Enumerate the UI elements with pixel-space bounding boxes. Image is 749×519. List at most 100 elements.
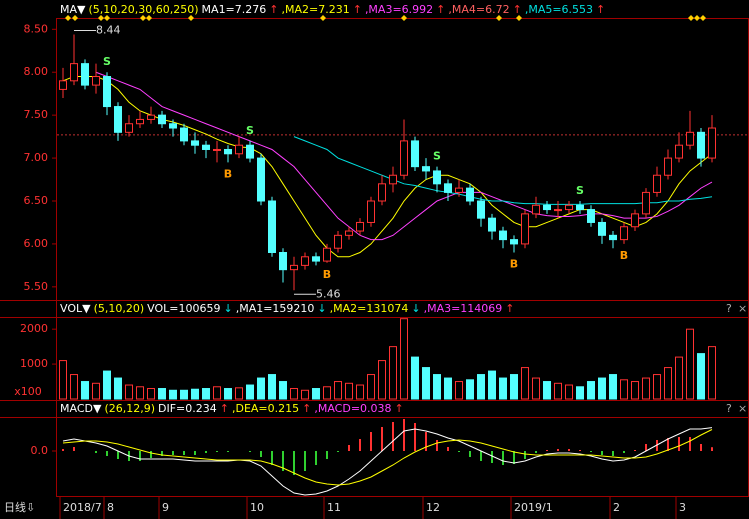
volume-bar bbox=[543, 381, 551, 400]
header-item: ,MA2=131074 bbox=[330, 302, 409, 315]
volume-bar bbox=[279, 381, 287, 400]
volume-bar bbox=[246, 384, 254, 400]
panel-icons: ? × ? × bbox=[726, 302, 747, 415]
header-item: ↓ bbox=[223, 302, 232, 315]
candle-body bbox=[686, 131, 694, 146]
help-icon[interactable]: ? bbox=[726, 402, 732, 415]
candle-body bbox=[499, 230, 507, 241]
event-marker bbox=[104, 15, 110, 21]
header-item: ↑ bbox=[513, 3, 522, 16]
volume-bar bbox=[620, 379, 628, 400]
candle-body bbox=[356, 221, 364, 232]
candle-body bbox=[444, 183, 452, 193]
volume-bar bbox=[422, 367, 430, 400]
candle-body bbox=[213, 148, 221, 151]
candle-body bbox=[81, 63, 89, 86]
volume-bar bbox=[92, 382, 100, 400]
candle-body bbox=[565, 204, 573, 211]
x-tick-label: 2019/1 bbox=[514, 501, 553, 514]
candle-body bbox=[367, 200, 375, 223]
header-item: ,MA1=159210 bbox=[236, 302, 315, 315]
event-marker bbox=[140, 15, 146, 21]
x-tick-label: 11 bbox=[327, 501, 341, 514]
header-item: ,MACD=0.038 bbox=[314, 402, 391, 415]
candle-body bbox=[345, 230, 353, 236]
candle-body bbox=[114, 106, 122, 133]
event-marker bbox=[694, 15, 700, 21]
help-icon[interactable]: ? bbox=[726, 302, 732, 315]
volume-bar bbox=[708, 346, 716, 400]
y-tick-label: 0.0 bbox=[31, 444, 49, 457]
candle-body bbox=[609, 234, 617, 241]
candle-body bbox=[532, 204, 540, 215]
candle-body bbox=[378, 183, 386, 202]
close-icon[interactable]: × bbox=[738, 302, 747, 315]
close-icon[interactable]: × bbox=[738, 402, 747, 415]
header-item[interactable]: MA▼ bbox=[60, 3, 86, 16]
extreme-label: 8.44 bbox=[96, 23, 121, 36]
y-tick-label: 1000 bbox=[20, 357, 48, 370]
volume-bar bbox=[114, 377, 122, 400]
event-marker bbox=[401, 15, 407, 21]
header-item: ,MA3=6.992 bbox=[365, 3, 433, 16]
period-label[interactable]: 日线⇩ bbox=[4, 500, 35, 514]
y-tick-label: 6.00 bbox=[24, 237, 49, 250]
header-item: ↑ bbox=[353, 3, 362, 16]
volume-bar bbox=[378, 360, 386, 400]
header-item: ↑ bbox=[395, 402, 404, 415]
volume-bar bbox=[323, 386, 331, 400]
volume-bar bbox=[576, 386, 584, 400]
trade-signal: B bbox=[323, 268, 331, 281]
candle-body bbox=[521, 213, 529, 245]
dea-line bbox=[62, 429, 713, 486]
header-item[interactable]: VOL▼ bbox=[60, 302, 91, 315]
candle-body bbox=[180, 127, 188, 142]
trade-signal: S bbox=[576, 184, 584, 197]
volume-bar bbox=[664, 367, 672, 400]
event-marker bbox=[72, 15, 78, 21]
candle-body bbox=[620, 226, 628, 241]
header-item[interactable]: MACD▼ bbox=[60, 402, 102, 415]
candle-body bbox=[92, 76, 100, 86]
candle-body bbox=[279, 252, 287, 271]
extreme-label: 5.46 bbox=[316, 287, 341, 300]
event-marker bbox=[700, 15, 706, 21]
panel-header: MACD▼ (26,12,9) DIF=0.234 ↑ ,DEA=0.215 ↑ ,MACD… bbox=[60, 402, 404, 415]
event-marker bbox=[688, 15, 694, 21]
candle-body bbox=[422, 166, 430, 172]
header-item: ↑ bbox=[302, 402, 311, 415]
volume-bar bbox=[59, 360, 67, 400]
trade-signal: B bbox=[510, 258, 518, 271]
header-item: DIF=0.234 bbox=[158, 402, 217, 415]
volume-bar bbox=[565, 384, 573, 400]
volume-bar bbox=[598, 377, 606, 400]
event-marker bbox=[65, 15, 71, 21]
volume-bar bbox=[235, 387, 243, 400]
header-item: ↑ bbox=[220, 402, 229, 415]
trade-signal: B bbox=[620, 249, 628, 262]
volume-bar bbox=[202, 388, 210, 400]
candle-body bbox=[257, 157, 265, 202]
volume-bar bbox=[125, 384, 133, 400]
trade-signal: S bbox=[103, 55, 111, 68]
header-item: ↑ bbox=[436, 3, 445, 16]
header-item: (5,10,20) bbox=[94, 302, 145, 315]
volume-bar bbox=[301, 389, 309, 400]
y-tick-label: 8.50 bbox=[24, 22, 49, 35]
event-marker bbox=[516, 15, 522, 21]
candle-body bbox=[477, 200, 485, 219]
volume-bar bbox=[147, 388, 155, 400]
candle-body bbox=[631, 213, 639, 228]
panel-header: MA▼ (5,10,20,30,60,250) MA1=7.276 ↑ ,MA2=7.2… bbox=[60, 3, 605, 16]
volume-bar bbox=[81, 381, 89, 400]
volume-bar bbox=[400, 318, 408, 400]
candle-body bbox=[268, 200, 276, 254]
header-item: ↑ bbox=[505, 302, 514, 315]
trade-signal: S bbox=[433, 150, 441, 163]
volume-bar bbox=[191, 388, 199, 400]
volume-bar bbox=[686, 328, 694, 400]
candle-body bbox=[59, 80, 67, 90]
candle-body bbox=[147, 114, 155, 120]
volume-bar bbox=[411, 356, 419, 400]
